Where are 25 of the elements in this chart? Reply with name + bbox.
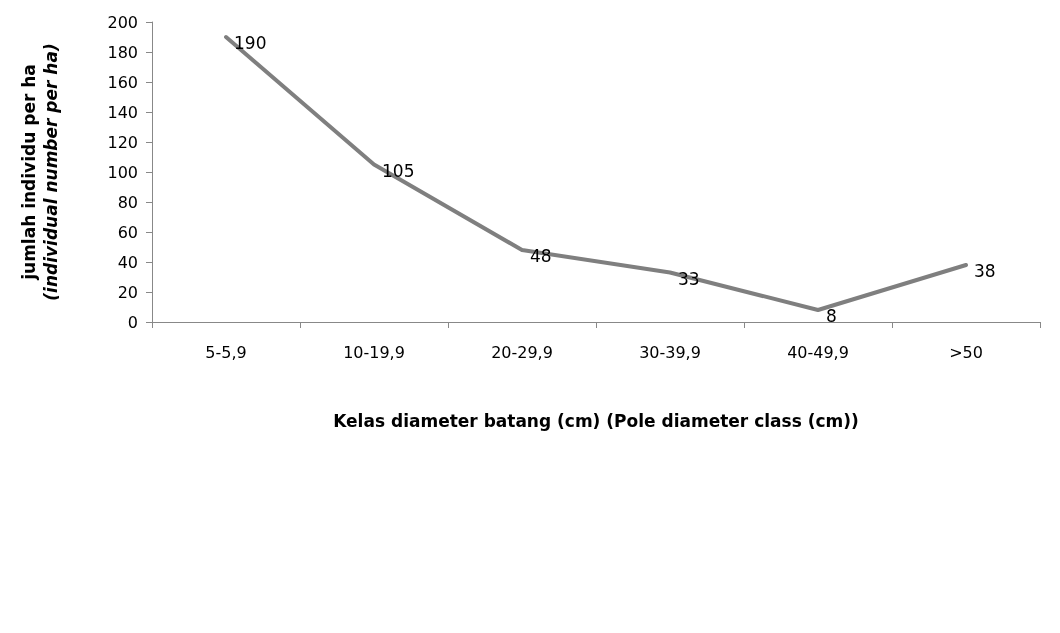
y-tick-label: 140 [107,102,138,122]
x-tick-label: 5-5,9 [205,342,247,362]
y-tick-label: 20 [117,282,138,302]
y-tick-label: 100 [107,162,138,182]
x-tick-label: 20-29,9 [491,342,553,362]
data-label: 8 [826,306,837,326]
y-tick-label: 180 [107,42,138,62]
data-label: 48 [530,246,552,266]
y-tick-label: 80 [117,192,138,212]
y-tick-label: 40 [117,252,138,272]
y-axis-title: jumlah individu per ha (individual number per ha) [19,43,61,301]
y-tick-label: 160 [107,72,138,92]
y-tick-label: 120 [107,132,138,152]
x-axis-title: Kelas diameter batang (cm) (Pole diameter class (cm)) [333,410,859,431]
x-tick-label: >50 [949,342,983,362]
data-label: 38 [974,261,996,281]
y-tick-label: 0 [127,312,138,332]
y-tick-label: 200 [107,12,138,32]
data-label: 105 [382,160,415,181]
data-label: 33 [678,268,700,289]
x-tick-label: 30-39,9 [639,342,701,362]
data-label: 190 [234,33,267,53]
x-tick-label: 10-19,9 [343,342,405,362]
y-tick-label: 60 [117,222,138,242]
x-tick-label: 40-49,9 [787,342,849,362]
